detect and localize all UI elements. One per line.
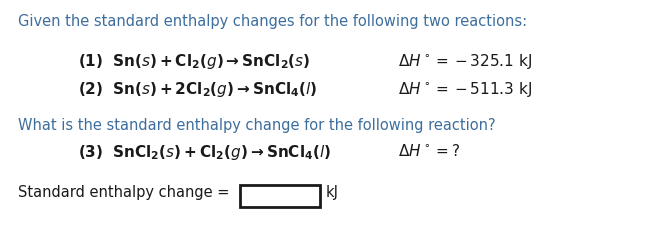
Text: $\mathbf{(2)\ \ Sn(}$$\mathbf{\mathit{s}}\mathbf{) + 2Cl_2(}$$\mathbf{\mathit{g}: $\mathbf{(2)\ \ Sn(}$$\mathbf{\mathit{s}… xyxy=(78,80,317,98)
Text: Standard enthalpy change =: Standard enthalpy change = xyxy=(18,184,234,199)
Text: Given the standard enthalpy changes for the following two reactions:: Given the standard enthalpy changes for … xyxy=(18,14,527,29)
Text: What is the standard enthalpy change for the following reaction?: What is the standard enthalpy change for… xyxy=(18,117,496,132)
Text: $\Delta H^\circ = -325.1\ \mathrm{kJ}$: $\Delta H^\circ = -325.1\ \mathrm{kJ}$ xyxy=(398,52,532,71)
Text: kJ: kJ xyxy=(326,184,339,199)
Text: $\Delta H^\circ = -511.3\ \mathrm{kJ}$: $\Delta H^\circ = -511.3\ \mathrm{kJ}$ xyxy=(398,80,532,98)
Text: $\mathbf{(3)\ \ SnCl_2(}$$\mathbf{\mathit{s}}\mathbf{) + Cl_2(}$$\mathbf{\mathit: $\mathbf{(3)\ \ SnCl_2(}$$\mathbf{\mathi… xyxy=(78,142,331,161)
Text: $\Delta H^\circ =?$: $\Delta H^\circ =?$ xyxy=(398,142,460,158)
Text: $\mathbf{(1)\ \ Sn(}$$\mathbf{\mathit{s}}\mathbf{) + Cl_2(}$$\mathbf{\mathit{g}}: $\mathbf{(1)\ \ Sn(}$$\mathbf{\mathit{s}… xyxy=(78,52,310,71)
Bar xyxy=(240,185,320,207)
